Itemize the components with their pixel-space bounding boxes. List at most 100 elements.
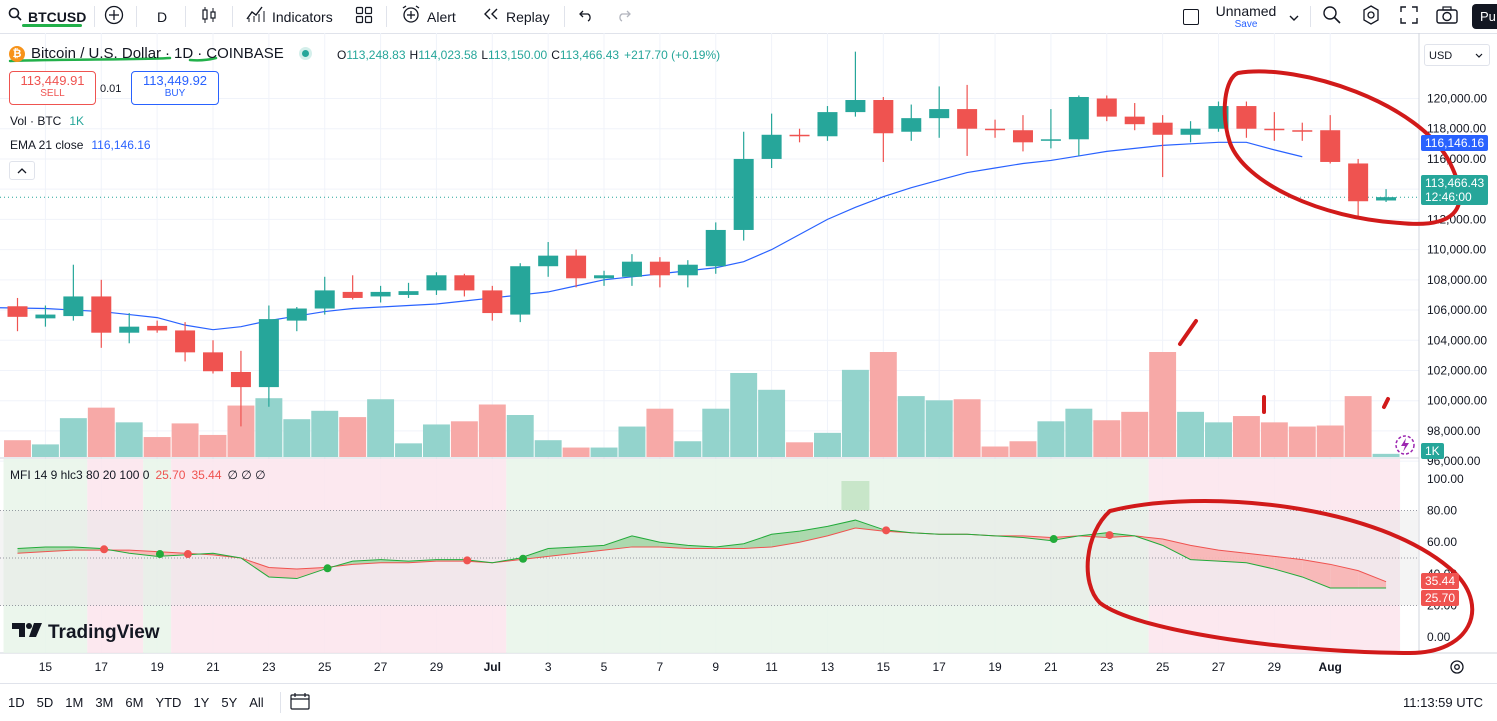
settings-button[interactable] (1361, 0, 1381, 33)
fullscreen-button[interactable] (1400, 0, 1418, 33)
layout-menu-button[interactable] (1288, 0, 1300, 33)
axis-settings-button[interactable] (1449, 659, 1465, 680)
mfi-tick-label: 0.00 (1427, 630, 1451, 644)
ema-legend[interactable]: EMA 21 close 116,146.16 (10, 138, 151, 152)
mfi-indicator (17, 519, 1387, 589)
replay-label: Replay (506, 8, 550, 25)
price-tick-label: 102,000.00 (1427, 363, 1487, 377)
rewind-icon (482, 7, 500, 26)
interval-button[interactable]: D (157, 0, 167, 33)
mfi-cross-dot (183, 550, 192, 559)
candle-body (286, 308, 307, 321)
volume-bar (730, 373, 758, 457)
chart-type-button[interactable] (200, 0, 218, 33)
open-key: O (337, 48, 347, 62)
bottom-toolbar: 1D 5D 1M 3M 6M YTD 1Y 5Y All 11:13:59 UTC (0, 683, 1497, 721)
last-price-tag: 113,466.43 12:46:00 (1421, 175, 1489, 205)
divider (94, 6, 95, 27)
ema-legend-label: EMA 21 close (10, 138, 84, 152)
hand-drawn-annotations (8, 56, 1475, 656)
ema-price-tag: 116,146.16 (1421, 135, 1489, 151)
time-tick-label: 23 (1100, 660, 1114, 674)
buy-button[interactable]: 113,449.92 BUY (131, 71, 219, 105)
candle-body (1068, 96, 1089, 140)
last-price-value: 113,466.43 (1425, 176, 1485, 190)
publish-button[interactable]: Pu (1472, 4, 1497, 29)
currency-selector[interactable]: USD (1424, 44, 1490, 66)
volume-bar (1260, 422, 1288, 457)
mfi-overbought-highlight (841, 481, 870, 511)
legend-separator: · (197, 45, 203, 62)
layout-name[interactable]: Unnamed Save (1215, 4, 1277, 31)
candle-body (119, 326, 140, 333)
compare-button[interactable] (104, 0, 124, 33)
mfi-value-tag: 25.70 (1421, 590, 1460, 606)
sell-button[interactable]: 113,449.91 SELL (9, 71, 96, 105)
range-button-all[interactable]: All (249, 695, 264, 710)
price-tick-label: 112,000.00 (1427, 212, 1486, 226)
chevron-down-icon (1475, 45, 1483, 67)
mfi-legend[interactable]: MFI 14 9 hlc3 80 20 100 0 25.70 35.44 ∅ … (10, 468, 266, 482)
legend-exchange: COINBASE (206, 45, 284, 62)
symbol-label: BTCUSD (28, 8, 87, 25)
volume-bar (674, 441, 702, 457)
mfi-line (17, 519, 1387, 589)
goto-date-button[interactable] (290, 684, 310, 721)
search-icon (8, 7, 22, 26)
time-tick-label: 25 (1156, 660, 1170, 674)
alert-button[interactable]: Alert (401, 0, 456, 33)
legend-separator: · (165, 45, 171, 62)
candle-body (203, 352, 224, 372)
change-value: +217.70 (+0.19%) (624, 48, 721, 62)
undo-button[interactable] (578, 0, 594, 33)
snapshot-button[interactable] (1436, 0, 1458, 33)
quick-search-button[interactable] (1322, 0, 1342, 33)
volume-bar (1149, 352, 1177, 457)
candle-body (314, 290, 335, 309)
candle-body (63, 296, 84, 317)
low-key: L (481, 48, 489, 62)
time-axis[interactable]: 15 17 19 21 23 25 27 29 Jul 3 5 7 9 11 13 15 17 19 21 23 25 2… (39, 660, 1342, 674)
candle-body (789, 134, 810, 137)
time-tick-label: 27 (374, 660, 388, 674)
range-button-1m[interactable]: 1M (65, 695, 84, 710)
candle-body (1292, 130, 1313, 132)
range-button-1d[interactable]: 1D (8, 695, 25, 710)
utc-clock[interactable]: 11:13:59 UTC (1403, 695, 1483, 710)
volume-bar (814, 432, 841, 457)
range-button-5d[interactable]: 5D (36, 695, 54, 710)
volume-legend[interactable]: Vol · BTC 1K (10, 114, 84, 128)
layout-checkbox[interactable] (1183, 0, 1199, 33)
range-button-ytd[interactable]: YTD (155, 695, 182, 710)
candle-body (175, 330, 196, 353)
symbol-legend[interactable]: ₿ Bitcoin / U.S. Dollar · 1D · COINBASE (9, 45, 309, 62)
collapse-legend-button[interactable] (9, 161, 35, 180)
high-key: H (409, 48, 419, 62)
symbol-search[interactable]: BTCUSD (8, 0, 86, 33)
redo-button[interactable] (616, 0, 632, 33)
replay-button[interactable]: Replay (482, 0, 550, 33)
lightning-icon[interactable] (1394, 434, 1416, 456)
mfi-tick-label: 60.00 (1427, 535, 1457, 549)
time-tick-label: 17 (95, 660, 109, 674)
candle-body (1124, 116, 1145, 125)
candle-body (230, 371, 251, 388)
candle-body (35, 314, 56, 319)
gear-icon (1361, 5, 1381, 28)
chart-canvas[interactable]: 120,000.00118,000.00116,000.00114,000.00… (0, 33, 1497, 683)
range-button-3m[interactable]: 3M (95, 695, 114, 710)
range-button-5y[interactable]: 5Y (221, 695, 238, 710)
volume-bar (1232, 416, 1260, 457)
templates-button[interactable] (355, 0, 373, 33)
range-button-6m[interactable]: 6M (125, 695, 144, 710)
indicators-button[interactable]: Indicators (246, 0, 333, 33)
volume-bar (841, 369, 869, 457)
candle-body (873, 100, 894, 134)
magnifier-icon (1322, 5, 1342, 28)
range-button-1y[interactable]: 1Y (193, 695, 210, 710)
candle-body (342, 291, 363, 298)
time-tick-label: 9 (712, 660, 719, 674)
tradingview-logo[interactable]: TradingView (12, 621, 160, 644)
time-tick-label: 29 (1268, 660, 1282, 674)
